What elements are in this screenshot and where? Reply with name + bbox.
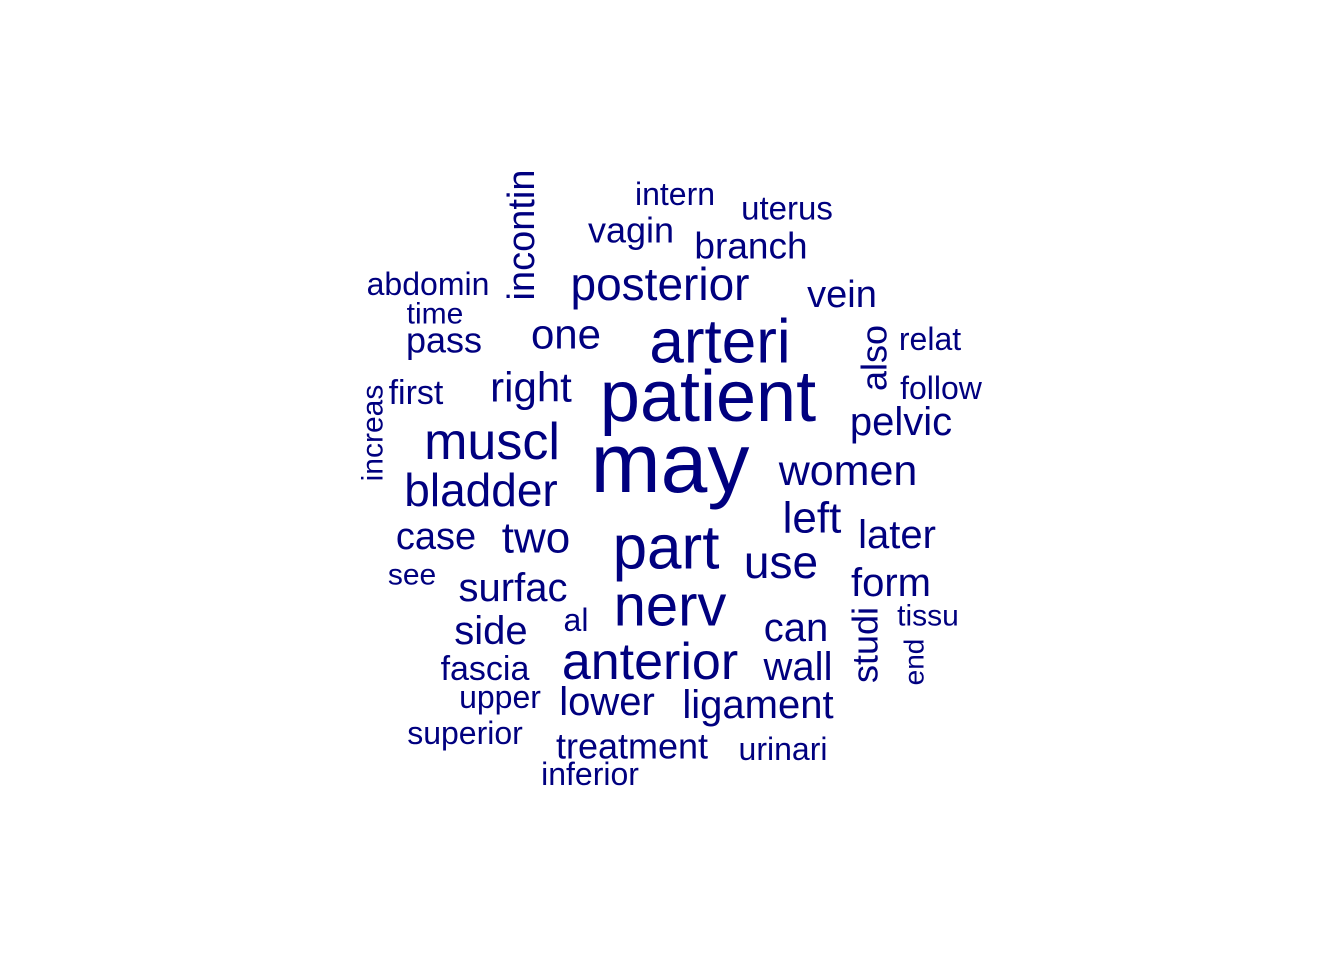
- word-arteri: arteri: [649, 308, 790, 377]
- word-branch: branch: [694, 226, 807, 267]
- word-inferior: inferior: [541, 756, 639, 792]
- word-right: right: [490, 364, 572, 411]
- word-abdomin: abdomin: [367, 266, 490, 302]
- word-fascia: fascia: [441, 650, 530, 688]
- word-two: two: [502, 514, 570, 563]
- word-surfac: surfac: [459, 566, 568, 610]
- word-may: may: [591, 416, 750, 510]
- word-studi: studi: [845, 607, 886, 683]
- word-can: can: [764, 606, 829, 650]
- word-superior: superior: [407, 715, 523, 751]
- word-use: use: [744, 536, 818, 588]
- word-women: women: [778, 447, 918, 495]
- word-see: see: [388, 559, 436, 592]
- word-one: one: [531, 311, 601, 358]
- word-form: form: [851, 561, 931, 605]
- word-time: time: [407, 298, 464, 331]
- word-incontin: incontin: [501, 170, 543, 301]
- word-patient: patient: [600, 357, 816, 437]
- word-posterior: posterior: [571, 258, 750, 310]
- word-pass: pass: [406, 320, 482, 361]
- word-pelvic: pelvic: [850, 400, 952, 444]
- word-case: case: [396, 516, 476, 558]
- word-anterior: anterior: [562, 633, 738, 691]
- word-muscl: muscl: [424, 413, 560, 471]
- word-first: first: [389, 374, 444, 412]
- word-follow: follow: [900, 370, 983, 406]
- word-end: end: [899, 639, 930, 686]
- word-side: side: [454, 609, 527, 653]
- word-bladder: bladder: [404, 464, 557, 516]
- word-tissu: tissu: [897, 600, 959, 633]
- word-al: al: [564, 602, 589, 638]
- word-left: left: [783, 494, 842, 543]
- word-upper: upper: [459, 679, 541, 715]
- word-later: later: [858, 513, 936, 557]
- word-uterus: uterus: [741, 190, 833, 227]
- word-treatment: treatment: [556, 726, 708, 767]
- word-urinari: urinari: [739, 731, 828, 767]
- word-intern: intern: [635, 176, 715, 212]
- word-wall: wall: [763, 645, 833, 689]
- word-also: also: [854, 325, 895, 391]
- word-nerv: nerv: [614, 574, 727, 639]
- word-ligament: ligament: [682, 683, 833, 727]
- word-increas: increas: [357, 385, 390, 482]
- word-vagin: vagin: [588, 210, 674, 251]
- word-part: part: [613, 514, 720, 583]
- word-relat: relat: [899, 321, 961, 357]
- word-lower: lower: [559, 680, 655, 724]
- word-vein: vein: [807, 274, 877, 316]
